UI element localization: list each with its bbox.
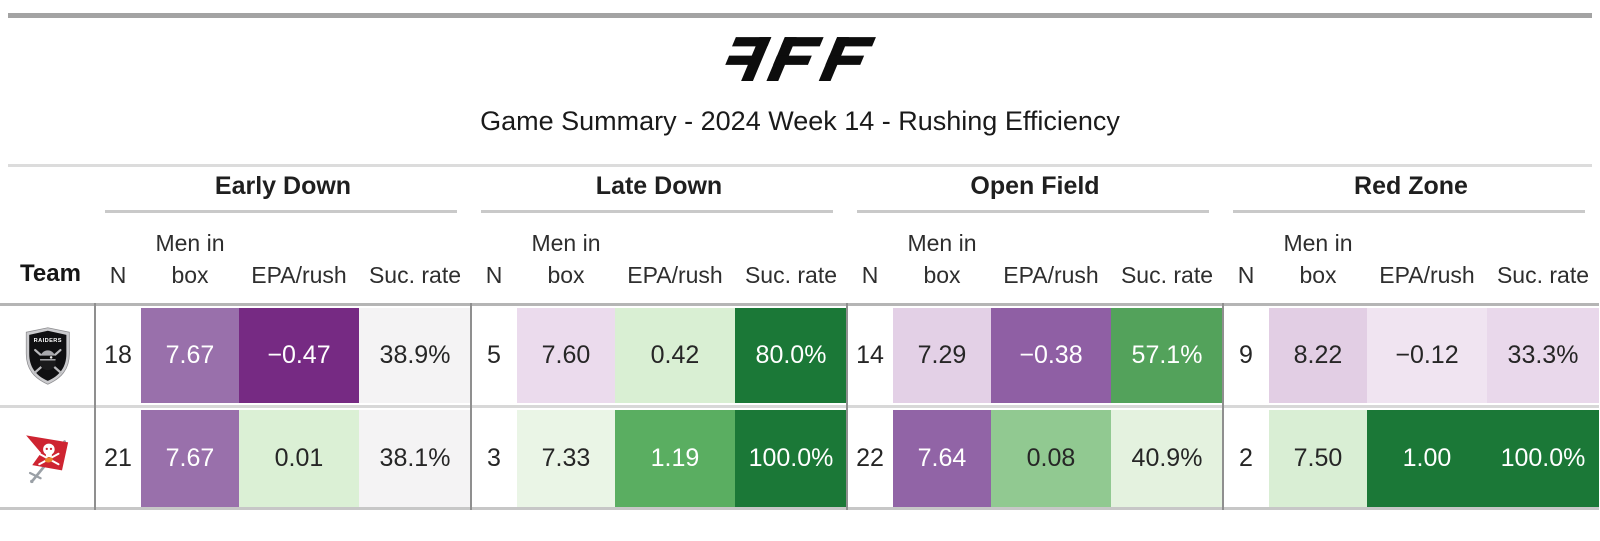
group-label: Red Zone [1354, 172, 1468, 200]
stat-cell: 3 [471, 408, 517, 507]
stat-cell: 7.50 [1269, 408, 1367, 507]
stat-cell: 18 [95, 306, 141, 405]
column-header-n: N [861, 261, 879, 288]
pff-logo-icon [725, 37, 876, 81]
group-underline [857, 210, 1209, 213]
group-underline [481, 210, 833, 213]
stat-cell: 7.60 [517, 306, 615, 405]
column-divider [470, 303, 472, 510]
column-header-suc-rate: Suc. rate [744, 261, 838, 288]
raiders-logo-icon: RAIDERS [25, 326, 70, 385]
stat-cell: 22 [847, 408, 893, 507]
top-rule [8, 13, 1592, 18]
group-label: Early Down [214, 172, 352, 200]
rushing-efficiency-table: Early Down Late Down Open Field Red Zone… [0, 167, 1600, 510]
row-separator-rule [0, 405, 1599, 408]
column-header-men-in-box: Men in box [907, 229, 977, 288]
column-header-epa-rush: EPA/rush [1379, 261, 1475, 288]
header-separator-rule [0, 303, 1599, 306]
raiders-logo-text: RAIDERS [33, 337, 61, 343]
column-divider [1222, 303, 1224, 510]
stat-cell: −0.47 [239, 306, 359, 405]
column-divider [846, 303, 848, 510]
stat-cell: 0.08 [991, 408, 1111, 507]
stat-cell: −0.38 [991, 306, 1111, 405]
column-header-epa-rush: EPA/rush [627, 261, 723, 288]
group-header-late-down: Late Down [471, 167, 847, 213]
team-cell-buccaneers [0, 408, 95, 507]
group-underline [1233, 210, 1585, 213]
stat-cell: 5 [471, 306, 517, 405]
stat-cell: 40.9% [1111, 408, 1223, 507]
team-cell-raiders: RAIDERS [0, 306, 95, 405]
buccaneers-logo-icon [25, 434, 68, 483]
stat-cell: 1.19 [615, 408, 735, 507]
page-title: Game Summary - 2024 Week 14 - Rushing Ef… [480, 106, 1120, 136]
group-underline [105, 210, 457, 213]
spacer-team-header [0, 167, 95, 213]
stat-cell: 7.67 [141, 306, 239, 405]
column-header-suc-rate: Suc. rate [1120, 261, 1214, 288]
stat-cell: 38.1% [359, 408, 471, 507]
stat-cell: 100.0% [1487, 408, 1599, 507]
column-header-men-in-box: Men in box [531, 229, 601, 288]
stat-cell: 7.64 [893, 408, 991, 507]
group-label: Late Down [595, 172, 723, 200]
column-header-men-in-box: Men in box [155, 229, 225, 288]
title-rule [8, 164, 1592, 167]
column-header-epa-rush: EPA/rush [1003, 261, 1099, 288]
column-header-n: N [1237, 261, 1255, 288]
stat-cell: 21 [95, 408, 141, 507]
stat-cell: 2 [1223, 408, 1269, 507]
stat-cell: 9 [1223, 306, 1269, 405]
stat-cell: −0.12 [1367, 306, 1487, 405]
stat-cell: 57.1% [1111, 306, 1223, 405]
group-header-open-field: Open Field [847, 167, 1223, 213]
column-divider [94, 303, 96, 510]
stat-cell: 1.00 [1367, 408, 1487, 507]
column-header-suc-rate: Suc. rate [368, 261, 462, 288]
pff-logo [0, 32, 1600, 86]
group-header-early-down: Early Down [95, 167, 471, 213]
stat-cell: 80.0% [735, 306, 847, 405]
column-header-men-in-box: Men in box [1283, 229, 1353, 288]
column-header-epa-rush: EPA/rush [251, 261, 347, 288]
column-header-n: N [109, 261, 127, 288]
column-header-team: Team [20, 260, 81, 288]
stat-cell: 0.42 [615, 306, 735, 405]
group-header-red-zone: Red Zone [1223, 167, 1599, 213]
stat-cell: 100.0% [735, 408, 847, 507]
stat-cell: 38.9% [359, 306, 471, 405]
stat-cell: 33.3% [1487, 306, 1599, 405]
stat-cell: 0.01 [239, 408, 359, 507]
column-header-n: N [485, 261, 503, 288]
stat-cell: 7.67 [141, 408, 239, 507]
stat-cell: 14 [847, 306, 893, 405]
group-label: Open Field [970, 172, 1100, 200]
bottom-rule [0, 507, 1599, 510]
column-header-suc-rate: Suc. rate [1496, 261, 1590, 288]
stat-cell: 7.33 [517, 408, 615, 507]
stat-cell: 7.29 [893, 306, 991, 405]
stat-cell: 8.22 [1269, 306, 1367, 405]
